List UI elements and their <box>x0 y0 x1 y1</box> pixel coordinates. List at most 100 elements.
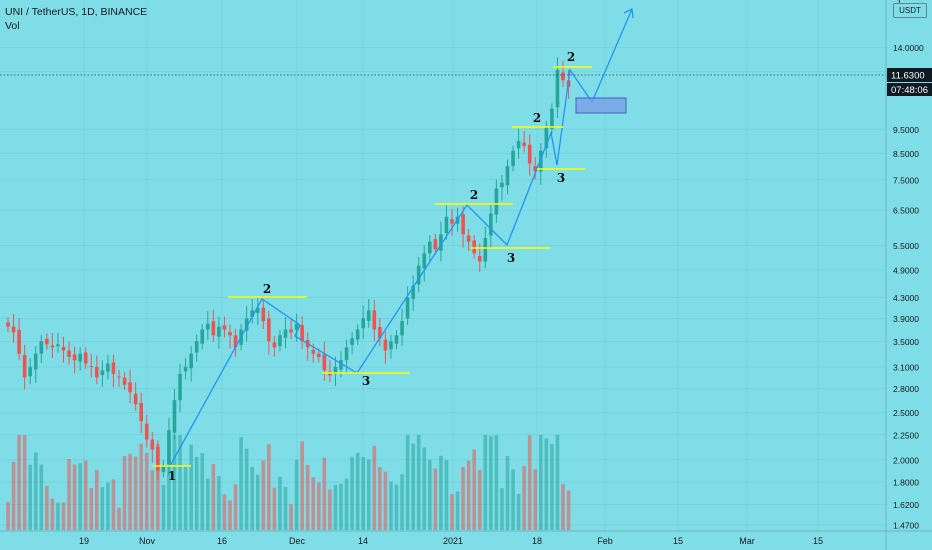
volume-bar <box>189 444 193 530</box>
price-tick-label: 5.5000 <box>893 241 919 251</box>
candle-body <box>533 166 538 172</box>
volume-bar <box>516 493 521 530</box>
candle-body <box>45 338 49 345</box>
price-tick-label: 2.5000 <box>893 408 919 418</box>
volume-bar <box>355 452 360 530</box>
volume-bar <box>333 484 338 530</box>
volume-bar <box>45 486 49 530</box>
countdown-badge: 07:48:06 <box>887 83 932 96</box>
candle-body <box>494 188 499 215</box>
volume-bar <box>100 487 105 530</box>
candle-body <box>61 346 66 351</box>
candle-body <box>283 329 288 338</box>
volume-bar <box>183 465 188 530</box>
candle-body <box>156 446 160 471</box>
time-tick-label: Dec <box>289 536 306 546</box>
volume-bar <box>22 435 27 530</box>
candle-body <box>505 166 510 186</box>
volume-bar <box>433 468 438 530</box>
time-axis[interactable]: 19 Nov 16 Dec 14 2021 18 Feb 15 Mar 15 <box>79 536 823 546</box>
candle-body <box>516 141 521 149</box>
candle-body <box>244 318 249 331</box>
volume-bar <box>72 464 77 530</box>
volume-bar <box>461 466 465 530</box>
candle-body <box>250 310 254 318</box>
currency-badge[interactable]: USDT <box>893 3 927 18</box>
volume-bar <box>494 435 499 530</box>
volume-bar <box>372 445 377 530</box>
price-tick-label: 3.9000 <box>893 314 919 324</box>
candle-body <box>194 341 199 353</box>
volume-bar <box>17 435 21 530</box>
volume-bar <box>6 502 10 530</box>
volume-bar <box>311 477 316 530</box>
candle-body <box>317 353 321 357</box>
last-price-value: 11.6300 <box>891 71 925 82</box>
grid <box>0 0 886 531</box>
volume-bar <box>477 469 482 530</box>
candle-body <box>477 255 482 262</box>
wave-label: 3 <box>557 171 565 185</box>
volume-bar <box>527 435 532 530</box>
candlesticks <box>6 57 571 480</box>
candle-body <box>56 344 60 347</box>
candle-body <box>172 400 177 433</box>
volume-bar <box>522 465 526 530</box>
volume-bar <box>378 467 382 530</box>
price-tick-label: 1.4700 <box>893 521 919 531</box>
candle-body <box>361 318 365 329</box>
candle-body <box>416 265 421 285</box>
volume-bar <box>95 469 99 530</box>
candle-body <box>511 150 515 167</box>
candle-body <box>161 465 166 472</box>
candle-body <box>278 335 282 347</box>
volume-bar <box>178 435 182 530</box>
candle-body <box>189 353 193 369</box>
wave-lines <box>169 8 634 467</box>
wave-label: 3 <box>362 374 370 388</box>
volume-bar <box>439 455 443 530</box>
volume-bar <box>61 502 66 530</box>
volume-bar <box>33 452 38 530</box>
volume-bar <box>294 459 299 530</box>
volume-bar <box>283 486 288 530</box>
candle-body <box>333 366 338 375</box>
price-axis[interactable]: 14.000012.50009.50008.50007.50006.50005.… <box>893 43 924 530</box>
candle-body <box>400 321 404 336</box>
volume-bar <box>39 464 44 530</box>
volume-bar <box>106 482 110 530</box>
candle-body <box>472 240 476 254</box>
candle-body <box>178 373 182 401</box>
time-tick-label: Mar <box>739 536 755 546</box>
countdown-value: 07:48:06 <box>891 85 928 96</box>
volume-bar <box>500 488 504 530</box>
candle-body <box>150 439 155 450</box>
volume-bar <box>117 507 121 530</box>
volume-bar <box>167 435 171 530</box>
candle-body <box>344 347 349 361</box>
time-tick-label: 16 <box>217 536 227 546</box>
candle-body <box>111 362 116 374</box>
candle-body <box>500 182 504 188</box>
price-tick-label: 3.1000 <box>893 362 919 372</box>
candle-body <box>72 354 77 361</box>
volume-bar <box>489 436 493 530</box>
time-tick-label: 2021 <box>443 536 463 546</box>
candle-body <box>444 216 449 233</box>
candle-body <box>378 326 382 339</box>
volume-bar <box>255 474 260 530</box>
price-tick-label: 14.0000 <box>893 43 924 53</box>
candle-body <box>200 329 205 344</box>
volume-bar <box>144 452 149 530</box>
volume-bar <box>156 444 160 530</box>
candle-body <box>50 345 55 348</box>
volume-bar <box>539 435 543 530</box>
time-tick-label: Feb <box>597 536 613 546</box>
time-tick-label: 19 <box>79 536 89 546</box>
candle-body <box>33 353 38 370</box>
candle-body <box>450 219 454 224</box>
candle-body <box>17 329 21 354</box>
time-tick-label: Nov <box>139 536 156 546</box>
support-lines <box>153 66 592 467</box>
